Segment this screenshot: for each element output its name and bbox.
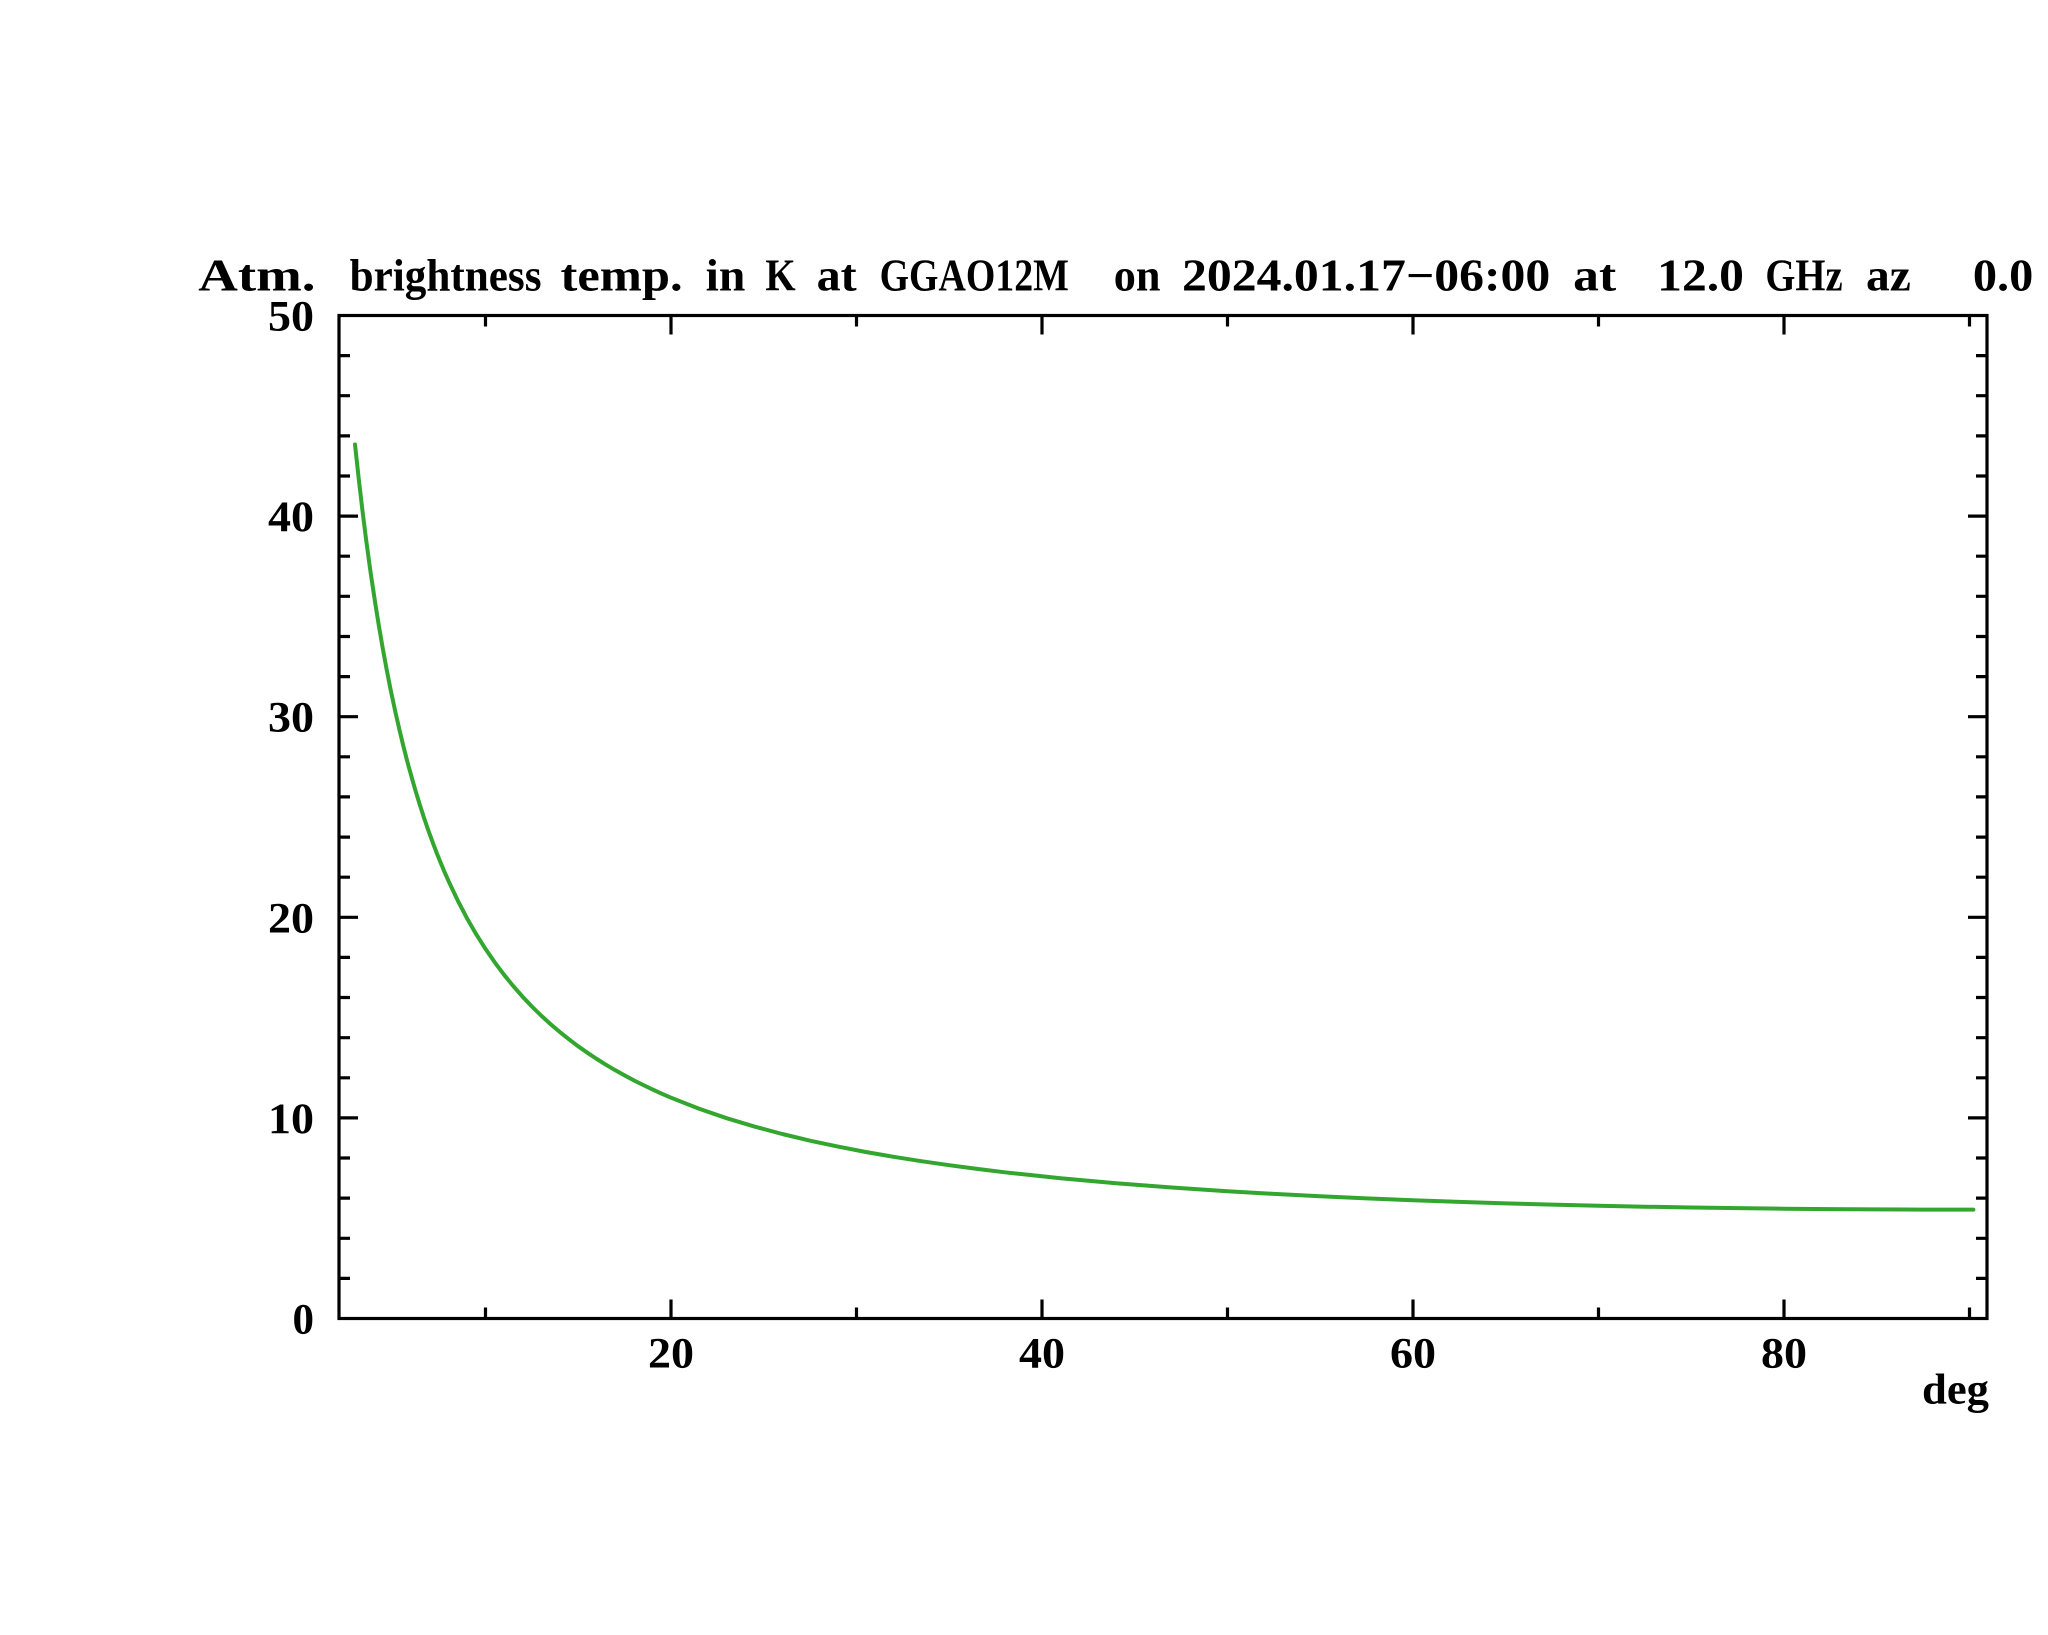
svg-text:2024.01.17−06:00: 2024.01.17−06:00 — [1182, 251, 1550, 301]
svg-text:40: 40 — [1019, 1331, 1065, 1378]
svg-text:0.0: 0.0 — [1973, 251, 2033, 301]
svg-text:GHz: GHz — [1765, 251, 1842, 301]
svg-text:20: 20 — [268, 895, 314, 942]
svg-text:on: on — [1114, 251, 1161, 301]
svg-text:temp.: temp. — [561, 251, 683, 301]
svg-text:12.0: 12.0 — [1657, 251, 1744, 301]
svg-text:80: 80 — [1761, 1331, 1807, 1378]
svg-text:brightness: brightness — [350, 251, 542, 301]
svg-text:60: 60 — [1390, 1331, 1436, 1378]
svg-text:20: 20 — [648, 1331, 694, 1378]
svg-text:deg: deg — [1922, 1367, 1990, 1414]
svg-text:0: 0 — [293, 1297, 315, 1344]
svg-text:at: at — [1573, 251, 1616, 301]
svg-text:at: at — [817, 251, 857, 301]
svg-text:az: az — [1866, 251, 1911, 301]
svg-text:Atm.: Atm. — [198, 251, 315, 301]
svg-text:40: 40 — [268, 494, 314, 541]
svg-text:50: 50 — [268, 294, 314, 341]
svg-text:K: K — [765, 251, 795, 301]
svg-text:in: in — [706, 251, 746, 301]
svg-text:GGAO12M: GGAO12M — [880, 251, 1069, 301]
svg-text:10: 10 — [268, 1096, 314, 1143]
svg-text:30: 30 — [268, 695, 314, 742]
